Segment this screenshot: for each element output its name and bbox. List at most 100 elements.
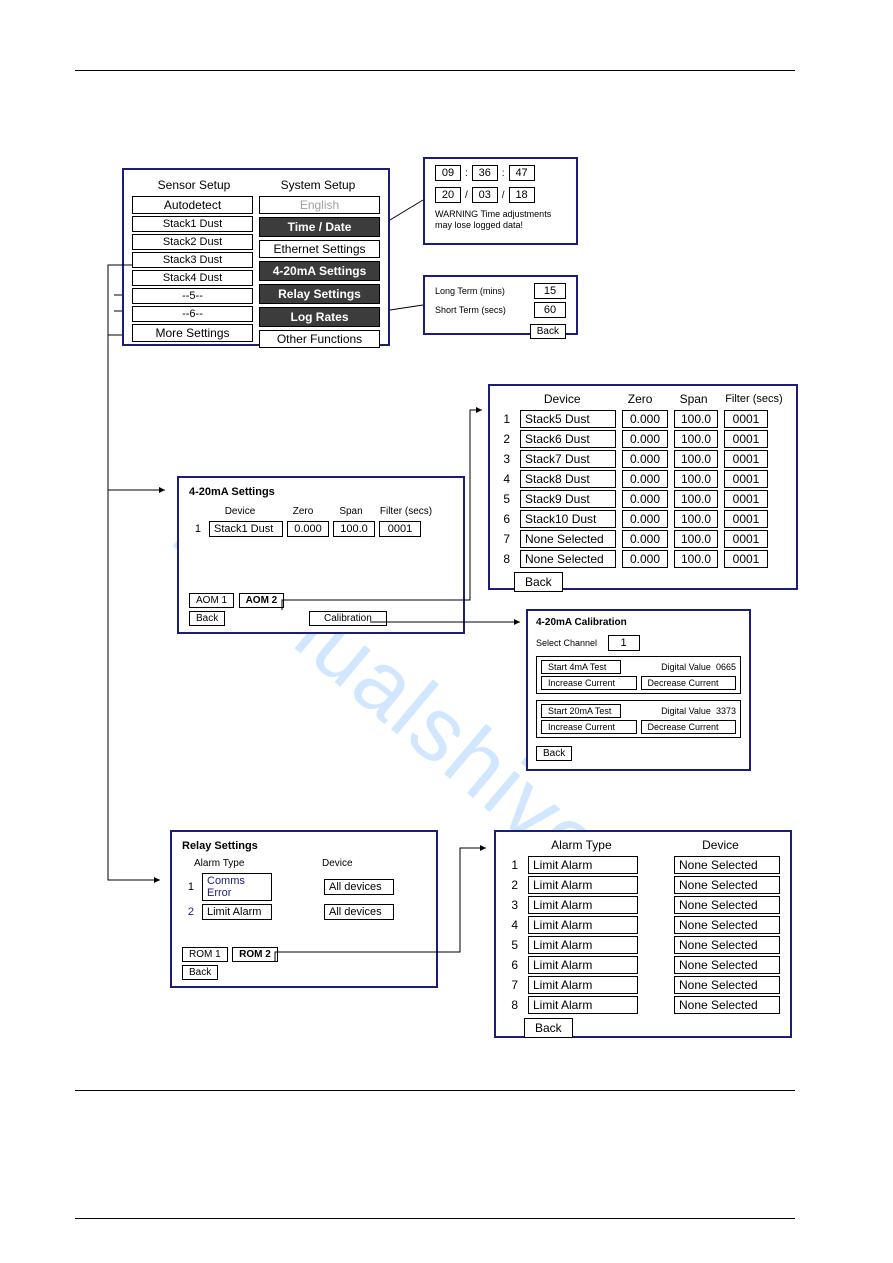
mab-row-device[interactable]: Stack6 Dust [520, 430, 616, 448]
mab-row: 7None Selected0.000100.00001 [498, 530, 788, 548]
rb-row-alarm[interactable]: Limit Alarm [528, 896, 638, 914]
relay-row-1-dev[interactable]: All devices [324, 879, 394, 895]
ma-row-1-device[interactable]: Stack1 Dust [209, 521, 283, 537]
mab-back-button[interactable]: Back [514, 572, 563, 592]
rb-row-alarm[interactable]: Limit Alarm [528, 996, 638, 1014]
relay-row-2-dev[interactable]: All devices [324, 904, 394, 920]
time-ss[interactable]: 47 [509, 165, 535, 181]
rom1-tab[interactable]: ROM 1 [182, 947, 228, 962]
other-functions-button[interactable]: Other Functions [259, 330, 380, 348]
stack4-button[interactable]: Stack4 Dust [132, 270, 253, 286]
mab-row-span[interactable]: 100.0 [674, 450, 718, 468]
time-date-button[interactable]: Time / Date [259, 217, 380, 237]
relay-row-2-alarm[interactable]: Limit Alarm [202, 904, 272, 920]
mab-row-span[interactable]: 100.0 [674, 550, 718, 568]
aom1-tab[interactable]: AOM 1 [189, 593, 234, 608]
inc1-button[interactable]: Increase Current [541, 676, 637, 690]
rb-row-alarm[interactable]: Limit Alarm [528, 936, 638, 954]
stack3-button[interactable]: Stack3 Dust [132, 252, 253, 268]
mab-row-zero[interactable]: 0.000 [622, 450, 668, 468]
relay-settings-button[interactable]: Relay Settings [259, 284, 380, 304]
rb-row-dev[interactable]: None Selected [674, 976, 780, 994]
ethernet-button[interactable]: Ethernet Settings [259, 240, 380, 258]
mab-row-filter[interactable]: 0001 [724, 430, 768, 448]
inc2-button[interactable]: Increase Current [541, 720, 637, 734]
calibration-button[interactable]: Calibration [309, 611, 387, 626]
slot6-button[interactable]: --6-- [132, 306, 253, 322]
time-hh[interactable]: 09 [435, 165, 461, 181]
ma-settings-button[interactable]: 4-20mA Settings [259, 261, 380, 281]
mab-row-device[interactable]: None Selected [520, 530, 616, 548]
date-mo[interactable]: 03 [472, 187, 498, 203]
mab-row-device[interactable]: Stack9 Dust [520, 490, 616, 508]
calib-channel[interactable]: 1 [608, 635, 640, 651]
shortterm-value[interactable]: 60 [534, 302, 566, 318]
rb-row-dev[interactable]: None Selected [674, 916, 780, 934]
mab-row-zero[interactable]: 0.000 [622, 490, 668, 508]
rb-row-alarm[interactable]: Limit Alarm [528, 976, 638, 994]
dec2-button[interactable]: Decrease Current [641, 720, 737, 734]
rb-row-alarm[interactable]: Limit Alarm [528, 876, 638, 894]
rb-row-dev[interactable]: None Selected [674, 936, 780, 954]
rb-row-alarm[interactable]: Limit Alarm [528, 956, 638, 974]
start-4ma-button[interactable]: Start 4mA Test [541, 660, 621, 674]
mab-row-filter[interactable]: 0001 [724, 530, 768, 548]
stack2-button[interactable]: Stack2 Dust [132, 234, 253, 250]
mab-row-zero[interactable]: 0.000 [622, 510, 668, 528]
autodetect-button[interactable]: Autodetect [132, 196, 253, 214]
mab-row-device[interactable]: Stack8 Dust [520, 470, 616, 488]
start-20ma-button[interactable]: Start 20mA Test [541, 704, 621, 718]
calib-back-button[interactable]: Back [536, 746, 572, 761]
date-yy[interactable]: 18 [509, 187, 535, 203]
rom2-tab[interactable]: ROM 2 [232, 947, 278, 962]
rb-row-alarm[interactable]: Limit Alarm [528, 856, 638, 874]
mab-row-zero[interactable]: 0.000 [622, 470, 668, 488]
mab-row-zero[interactable]: 0.000 [622, 550, 668, 568]
aom2-tab[interactable]: AOM 2 [239, 593, 285, 608]
mab-row-filter[interactable]: 0001 [724, 510, 768, 528]
mab-row-filter[interactable]: 0001 [724, 470, 768, 488]
mab-row-span[interactable]: 100.0 [674, 470, 718, 488]
mab-row-device[interactable]: None Selected [520, 550, 616, 568]
mab-row-span[interactable]: 100.0 [674, 490, 718, 508]
longterm-value[interactable]: 15 [534, 283, 566, 299]
rb-row-alarm[interactable]: Limit Alarm [528, 916, 638, 934]
mab-row-device[interactable]: Stack10 Dust [520, 510, 616, 528]
mab-row-zero[interactable]: 0.000 [622, 410, 668, 428]
mab-row-device[interactable]: Stack7 Dust [520, 450, 616, 468]
relay-row-1-alarm[interactable]: Comms Error [202, 873, 272, 901]
language-button[interactable]: English [259, 196, 380, 214]
mab-row-span[interactable]: 100.0 [674, 410, 718, 428]
lograte-back-button[interactable]: Back [530, 324, 566, 339]
mab-row-zero[interactable]: 0.000 [622, 530, 668, 548]
mab-row-filter[interactable]: 0001 [724, 410, 768, 428]
rb-row-dev[interactable]: None Selected [674, 996, 780, 1014]
rb-back-button[interactable]: Back [524, 1018, 573, 1038]
mab-row-zero[interactable]: 0.000 [622, 430, 668, 448]
ma-back-button[interactable]: Back [189, 611, 225, 626]
ma-row-1-filter[interactable]: 0001 [379, 521, 421, 537]
mab-row-span[interactable]: 100.0 [674, 530, 718, 548]
ma-row-1-span[interactable]: 100.0 [333, 521, 375, 537]
rb-row-dev[interactable]: None Selected [674, 856, 780, 874]
time-mm[interactable]: 36 [472, 165, 498, 181]
dv1-value: 0665 [716, 662, 736, 672]
date-dd[interactable]: 20 [435, 187, 461, 203]
log-rates-button[interactable]: Log Rates [259, 307, 380, 327]
stack1-button[interactable]: Stack1 Dust [132, 216, 253, 232]
dec1-button[interactable]: Decrease Current [641, 676, 737, 690]
page-rule-bottom-1 [75, 1090, 795, 1091]
mab-row-filter[interactable]: 0001 [724, 490, 768, 508]
mab-row-device[interactable]: Stack5 Dust [520, 410, 616, 428]
mab-row-span[interactable]: 100.0 [674, 430, 718, 448]
rb-row-dev[interactable]: None Selected [674, 956, 780, 974]
mab-row-filter[interactable]: 0001 [724, 550, 768, 568]
mab-row-filter[interactable]: 0001 [724, 450, 768, 468]
rb-row-dev[interactable]: None Selected [674, 896, 780, 914]
rb-row-dev[interactable]: None Selected [674, 876, 780, 894]
slot5-button[interactable]: --5-- [132, 288, 253, 304]
ma-row-1-zero[interactable]: 0.000 [287, 521, 329, 537]
more-settings-button[interactable]: More Settings [132, 324, 253, 342]
relay-back-button[interactable]: Back [182, 965, 218, 980]
mab-row-span[interactable]: 100.0 [674, 510, 718, 528]
